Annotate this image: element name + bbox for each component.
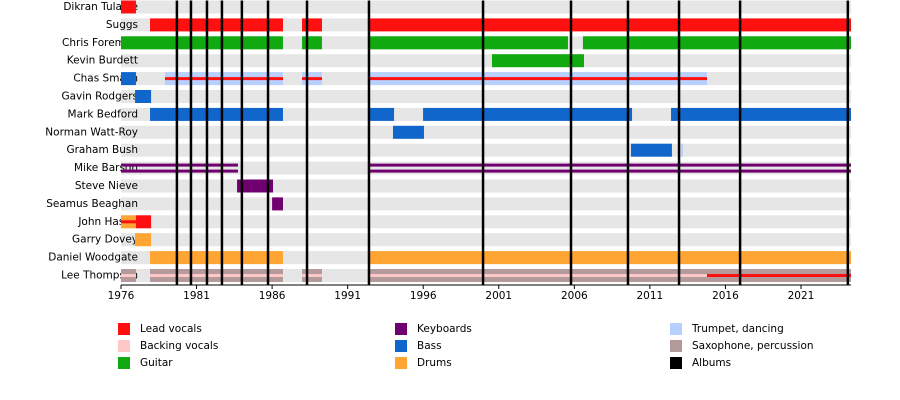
member-bar — [302, 36, 322, 50]
member-bar — [121, 220, 136, 224]
member-bar — [237, 179, 274, 193]
member-name: Mark Bedford — [68, 108, 138, 120]
member-bar — [150, 18, 283, 32]
member-name: Suggs — [106, 19, 138, 31]
member-bar — [368, 163, 851, 167]
member-name: Steve Nieve — [75, 180, 138, 192]
member-bar — [121, 0, 136, 14]
x-axis: 1976 1981 1986 1991 1996 2001 2006 2011 2016 2021 — [108, 284, 851, 302]
legend-swatch — [118, 323, 130, 335]
member-name: Gavin Rodgers — [61, 91, 138, 103]
member-name: Lee Thompson — [61, 270, 138, 282]
member-name: Chris Foreman — [62, 37, 138, 49]
legend-label: Saxophone, percussion — [692, 340, 814, 352]
x-tick-label: 2011 — [637, 290, 664, 302]
member-bar — [302, 77, 322, 81]
legend-label: Trumpet, dancing — [691, 323, 784, 335]
member-bar — [121, 274, 136, 277]
legend-label: Keyboards — [417, 323, 472, 335]
member-bar — [302, 274, 322, 277]
legend-swatch — [395, 340, 407, 352]
legend-label: Drums — [417, 357, 452, 369]
member-bar — [135, 215, 152, 229]
member-name: Graham Bush — [66, 144, 138, 156]
member-bar — [272, 197, 283, 211]
x-tick-label: 2021 — [788, 290, 815, 302]
row-background — [121, 179, 851, 193]
row-background — [121, 215, 851, 229]
member-name: Dikran Tulaine — [63, 1, 138, 13]
row-background — [121, 54, 851, 68]
row-background — [121, 161, 851, 175]
member-bar — [150, 251, 283, 265]
member-bar — [368, 107, 395, 121]
row-background — [121, 125, 851, 139]
album-lines — [175, 0, 850, 285]
row-background — [121, 233, 851, 247]
member-name: Daniel Woodgate — [48, 252, 138, 264]
member-bar — [135, 233, 152, 247]
member-bar — [150, 107, 283, 121]
x-tick-label: 2006 — [561, 290, 588, 302]
member-bar — [368, 77, 707, 81]
member-bar — [671, 107, 851, 121]
member-bar — [582, 36, 851, 50]
member-name: Norman Watt-Roy — [45, 126, 138, 138]
row-background — [121, 0, 851, 14]
member-bar — [121, 36, 283, 50]
member-bar — [164, 77, 283, 81]
member-bar — [302, 18, 322, 32]
member-bar — [121, 72, 136, 86]
member-name: Garry Dovey — [72, 234, 138, 246]
member-bar — [121, 169, 238, 173]
legend: Lead vocals Backing vocals Guitar Keyboards… — [118, 323, 814, 369]
legend-swatch — [118, 340, 130, 352]
legend-label: Backing vocals — [140, 340, 218, 352]
member-bar — [135, 90, 152, 103]
member-bar — [121, 163, 238, 167]
x-tick-label: 1996 — [410, 290, 437, 302]
member-bar — [630, 143, 672, 157]
member-bar — [368, 274, 707, 277]
member-bar — [368, 18, 851, 32]
member-bar — [368, 36, 568, 50]
x-tick-label: 2001 — [485, 290, 512, 302]
row-background — [121, 90, 851, 103]
x-tick-label: 1976 — [108, 290, 135, 302]
x-tick-label: 1986 — [259, 290, 286, 302]
member-bar — [392, 125, 424, 139]
legend-swatch — [395, 357, 407, 369]
member-name: Kevin Burdett — [67, 55, 138, 67]
x-tick-label: 1981 — [183, 290, 210, 302]
x-tick-label: 2016 — [712, 290, 739, 302]
member-bar — [706, 274, 851, 277]
member-bar — [150, 274, 283, 277]
legend-label: Bass — [417, 340, 442, 352]
member-bar — [491, 54, 584, 68]
x-tick-label: 1991 — [334, 290, 361, 302]
legend-label: Albums — [692, 357, 731, 369]
member-bar — [681, 143, 683, 157]
member-name: Seamus Beaghan — [46, 198, 138, 210]
legend-swatch — [670, 323, 682, 335]
legend-label: Lead vocals — [140, 323, 202, 335]
legend-swatch — [670, 340, 682, 352]
row-background — [121, 197, 851, 211]
member-bar — [368, 169, 851, 173]
member-bar — [423, 107, 633, 121]
member-bar — [368, 251, 851, 265]
legend-swatch — [395, 323, 407, 335]
legend-swatch — [670, 357, 682, 369]
row-background — [121, 143, 851, 157]
legend-swatch — [118, 357, 130, 369]
legend-label: Guitar — [140, 357, 173, 369]
